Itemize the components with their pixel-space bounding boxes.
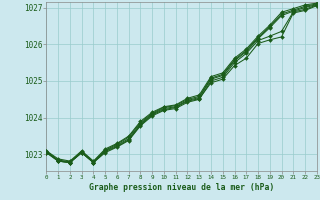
X-axis label: Graphe pression niveau de la mer (hPa): Graphe pression niveau de la mer (hPa) <box>89 183 274 192</box>
